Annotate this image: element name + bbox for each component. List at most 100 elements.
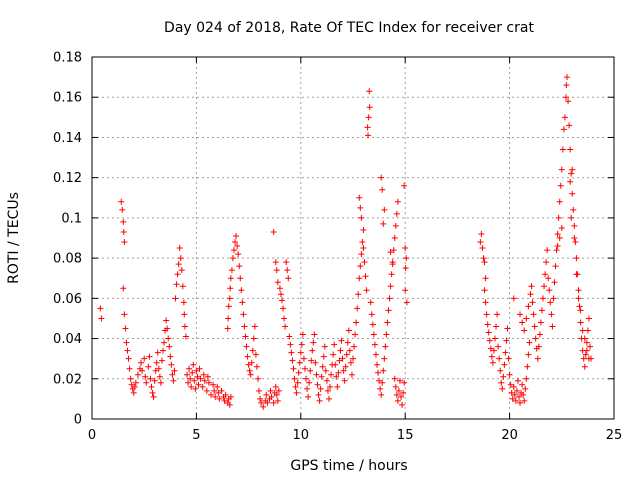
data-point [508, 389, 515, 396]
data-point [491, 335, 498, 342]
data-point [549, 323, 556, 330]
data-point [556, 198, 563, 205]
data-point [500, 373, 507, 380]
data-point [485, 329, 492, 336]
data-point [145, 363, 152, 370]
data-point [514, 377, 521, 384]
data-point [538, 307, 545, 314]
data-point [120, 285, 127, 292]
data-point [325, 395, 332, 402]
data-point [227, 275, 234, 282]
data-point [546, 287, 553, 294]
data-point [178, 267, 185, 274]
data-point [488, 353, 495, 360]
data-point [122, 325, 129, 332]
data-point [395, 387, 402, 394]
data-point [309, 347, 316, 354]
data-point [254, 375, 261, 382]
data-point [161, 339, 168, 346]
data-point [246, 367, 253, 374]
data-point [383, 331, 390, 338]
data-point [181, 323, 188, 330]
data-point [359, 239, 366, 246]
data-point [560, 126, 567, 133]
data-point [331, 341, 338, 348]
data-point [356, 194, 363, 201]
data-point [567, 178, 574, 185]
data-point [226, 401, 233, 408]
data-point [308, 357, 315, 364]
y-tick-label: 0.06 [53, 292, 82, 307]
data-point [380, 220, 387, 227]
data-point [313, 371, 320, 378]
y-tick-label: 0.12 [53, 171, 82, 186]
data-point [296, 359, 303, 366]
data-point [141, 355, 148, 362]
data-point [188, 383, 195, 390]
data-point [509, 395, 516, 402]
data-point [310, 339, 317, 346]
data-point [295, 369, 302, 376]
data-point [245, 361, 252, 368]
data-point [299, 331, 306, 338]
data-point [179, 283, 186, 290]
data-point [263, 391, 270, 398]
data-point [495, 343, 502, 350]
data-point [294, 379, 301, 386]
data-point [402, 265, 409, 272]
data-point [522, 385, 529, 392]
data-point [358, 214, 365, 221]
x-tick-label: 25 [606, 428, 623, 443]
data-point [401, 379, 408, 386]
data-point [350, 355, 356, 362]
data-point [381, 355, 388, 362]
data-point [527, 291, 534, 298]
data-point [577, 319, 584, 326]
data-point [389, 261, 396, 268]
y-tick-label: 0.1 [61, 211, 82, 226]
data-point [298, 341, 305, 348]
data-point [167, 353, 174, 360]
data-point [481, 259, 488, 266]
data-point [192, 385, 199, 392]
data-point [316, 397, 323, 404]
data-point [479, 245, 486, 252]
data-point [118, 198, 125, 205]
data-point [512, 397, 519, 404]
data-point [573, 255, 580, 262]
data-point [490, 347, 497, 354]
x-tick-labels: 0 5 10 15 20 25 [88, 428, 622, 443]
data-point [351, 343, 358, 350]
data-point [400, 389, 407, 396]
data-point [567, 146, 574, 153]
data-point [352, 331, 359, 338]
y-tick-label: 0.04 [53, 332, 82, 347]
data-point [236, 263, 243, 270]
data-point [264, 399, 271, 406]
y-tick-label: 0.16 [53, 91, 82, 106]
data-point [340, 367, 347, 374]
data-point [126, 365, 133, 372]
data-point [402, 287, 409, 294]
data-point [565, 98, 572, 105]
data-point [225, 303, 232, 310]
data-point [273, 391, 280, 398]
data-point [173, 281, 180, 288]
data-point [311, 331, 318, 338]
data-point [270, 399, 277, 406]
data-point [510, 295, 517, 302]
data-point [156, 373, 163, 380]
data-point [283, 259, 290, 266]
data-point [370, 331, 377, 338]
data-point [573, 271, 580, 278]
data-point [225, 315, 232, 322]
data-point [505, 355, 512, 362]
data-point [497, 367, 504, 374]
data-point [358, 251, 365, 258]
data-point [365, 114, 372, 121]
data-point [387, 249, 394, 256]
data-point [250, 335, 257, 342]
data-point [517, 311, 524, 318]
data-point [201, 377, 208, 384]
data-point [215, 389, 222, 396]
